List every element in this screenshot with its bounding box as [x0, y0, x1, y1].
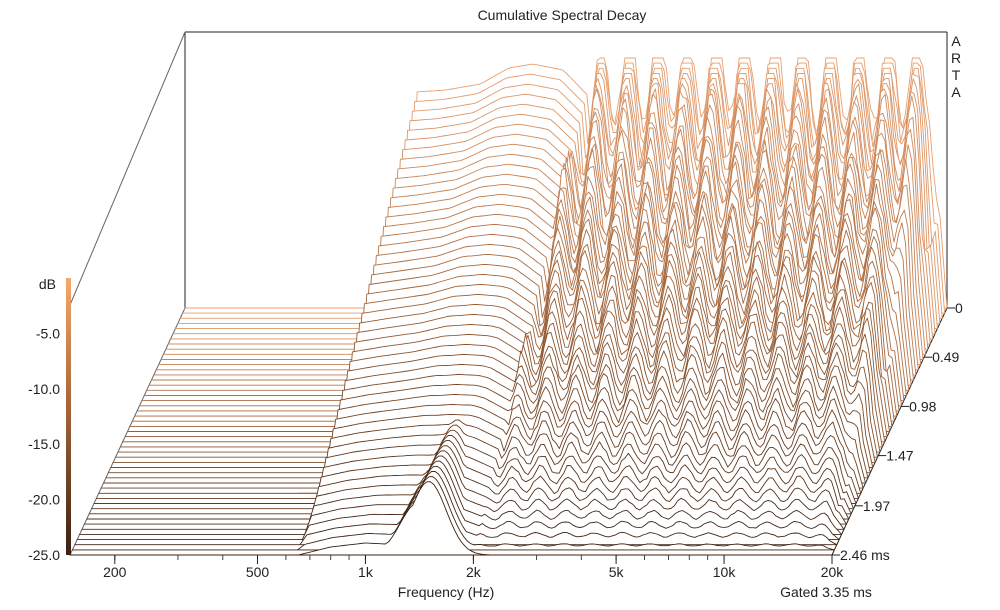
time-axis-ticks: 0 0.49 0.98 1.47 1.97 2.46 ms	[832, 300, 963, 563]
time-tick-label: 0.49	[932, 349, 959, 365]
watermark-letter: A	[951, 33, 961, 49]
watermark-letter: T	[952, 67, 961, 83]
time-tick-label: 0	[955, 300, 963, 316]
x-tick-label: 1k	[358, 564, 374, 580]
x-tick-label: 10k	[713, 564, 737, 580]
x-tick-label: 2k	[466, 564, 482, 580]
chart-title: Cumulative Spectral Decay	[478, 7, 647, 23]
z-tick-label: -25.0	[28, 547, 60, 563]
gate-note: Gated 3.35 ms	[780, 584, 872, 600]
watermark-letter: A	[951, 84, 961, 100]
time-tick-label: 1.97	[863, 498, 890, 514]
time-tick-label: 1.47	[886, 448, 913, 464]
z-tick-label: -20.0	[28, 492, 60, 508]
db-colorbar	[66, 278, 71, 555]
time-tick-label: 2.46 ms	[840, 547, 890, 563]
watermark-letter: R	[951, 50, 961, 66]
z-axis-ticks: -5.0 -10.0 -15.0 -20.0 -25.0	[28, 325, 60, 563]
x-axis-label: Frequency (Hz)	[398, 584, 494, 600]
z-axis-label: dB	[39, 276, 56, 292]
x-tick-label: 500	[246, 564, 270, 580]
z-tick-label: -15.0	[28, 436, 60, 452]
x-tick-label: 20k	[821, 564, 845, 580]
decay-slice	[79, 460, 843, 535]
waterfall-slices	[69, 57, 948, 556]
x-axis-ticks: 200 500 1k 2k 5k 10k 20k	[103, 555, 844, 580]
time-tick-label: 0.98	[909, 398, 936, 414]
z-tick-label: -5.0	[36, 325, 60, 341]
x-tick-label: 200	[103, 564, 127, 580]
z-tick-label: -10.0	[28, 381, 60, 397]
x-tick-label: 5k	[609, 564, 625, 580]
